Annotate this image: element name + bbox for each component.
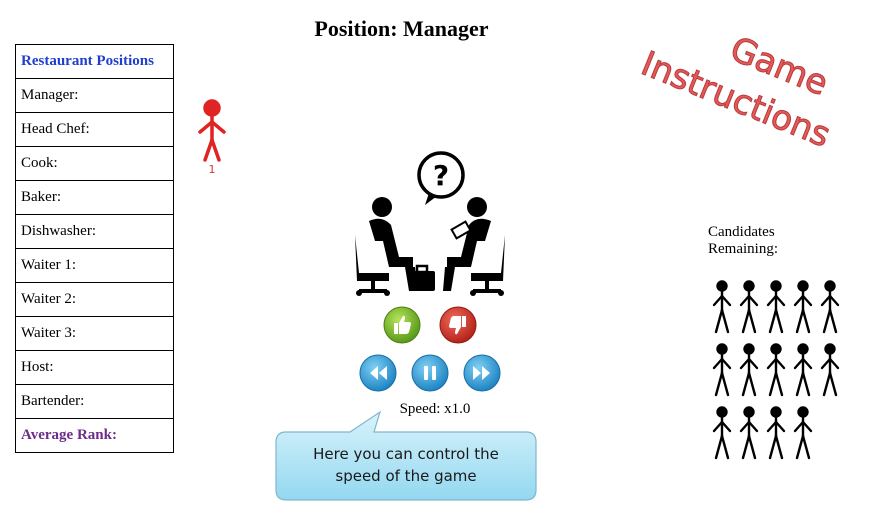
position-row[interactable]: Baker:	[15, 180, 174, 215]
question-bubble-icon: ?	[417, 151, 465, 205]
candidate-icon	[766, 343, 786, 397]
positions-table: Restaurant Positions Manager: Head Chef:…	[15, 44, 174, 453]
thumbs-down-icon	[439, 306, 477, 344]
candidate-number: 1	[208, 163, 216, 176]
dislike-button[interactable]	[439, 306, 477, 344]
candidate-icon	[739, 343, 759, 397]
candidate-icon	[820, 343, 840, 397]
candidate-icon	[793, 280, 813, 334]
average-rank-label: Average Rank:	[15, 418, 174, 453]
position-row[interactable]: Head Chef:	[15, 112, 174, 147]
rewind-icon	[359, 354, 397, 392]
candidate-icon	[820, 280, 840, 334]
position-row[interactable]: Dishwasher:	[15, 214, 174, 249]
like-button[interactable]	[383, 306, 421, 344]
candidates-grid	[712, 280, 852, 460]
candidate-icon	[793, 406, 813, 460]
current-candidate-icon[interactable]	[196, 98, 228, 178]
interview-illustration-icon: ?	[355, 151, 505, 296]
rewind-button[interactable]	[359, 354, 397, 392]
positions-heading: Restaurant Positions	[15, 44, 174, 79]
fast-forward-icon	[463, 354, 501, 392]
game-instructions-link[interactable]: Game Instructions	[620, 20, 860, 170]
fast-forward-button[interactable]	[463, 354, 501, 392]
position-row[interactable]: Host:	[15, 350, 174, 385]
position-row[interactable]: Waiter 2:	[15, 282, 174, 317]
candidate-icon	[739, 406, 759, 460]
candidate-icon	[712, 280, 732, 334]
position-row[interactable]: Waiter 3:	[15, 316, 174, 351]
speed-label: Speed: x1.0	[399, 401, 471, 417]
position-row[interactable]: Waiter 1:	[15, 248, 174, 283]
candidate-icon	[712, 406, 732, 460]
candidates-remaining-label: Candidates Remaining:	[708, 224, 778, 257]
pause-button[interactable]	[411, 354, 449, 392]
tooltip-callout	[275, 410, 537, 501]
position-row[interactable]: Manager:	[15, 78, 174, 113]
candidate-icon	[739, 280, 759, 334]
thumbs-up-icon	[383, 306, 421, 344]
candidate-icon	[766, 406, 786, 460]
tooltip-text: Here you can control the speed of the ga…	[313, 445, 499, 485]
position-row[interactable]: Bartender:	[15, 384, 174, 419]
position-row[interactable]: Cook:	[15, 146, 174, 181]
page-title: Position: Manager	[314, 16, 489, 41]
candidate-icon	[766, 280, 786, 334]
candidate-icon	[793, 343, 813, 397]
pause-icon	[411, 354, 449, 392]
candidate-icon	[712, 343, 732, 397]
svg-text:?: ?	[433, 159, 449, 192]
